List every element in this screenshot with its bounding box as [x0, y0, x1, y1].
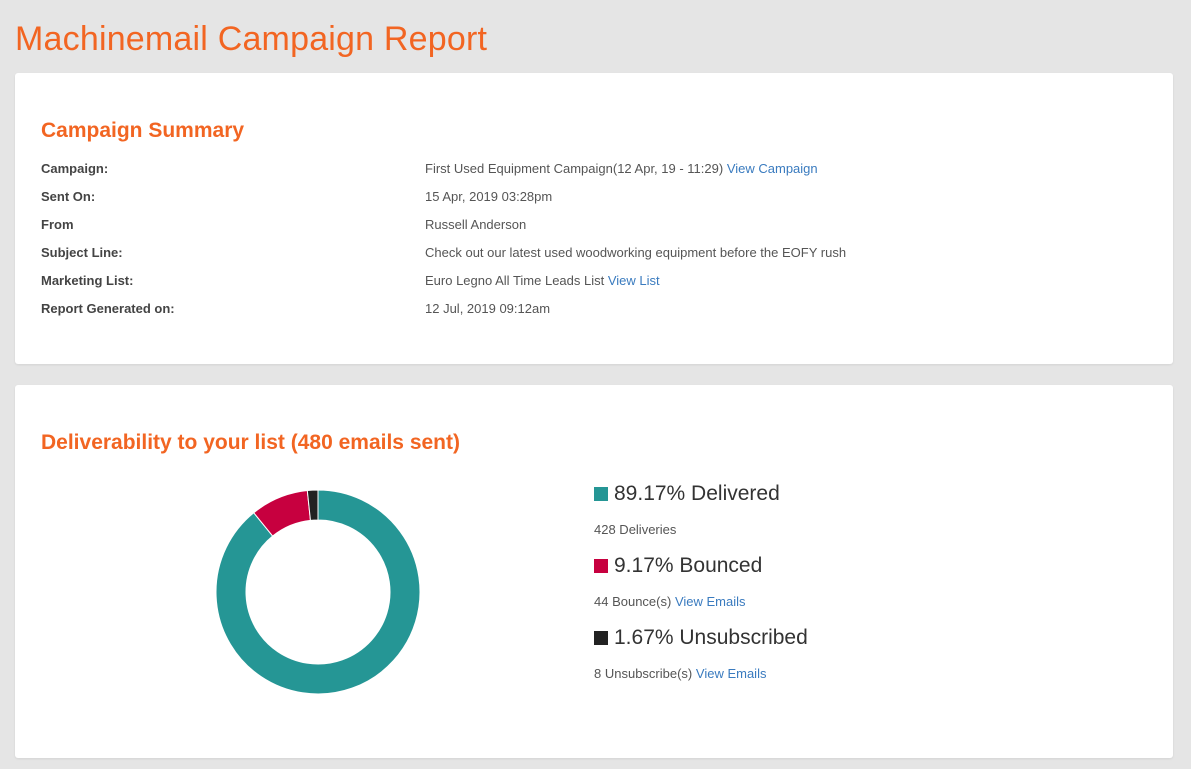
campaign-name: First Used Equipment Campaign(12 Apr, 19… — [425, 161, 724, 176]
legend-delivered: 89.17% Delivered — [594, 482, 780, 506]
legend-sub-unsubscribed: 8 Unsubscribe(s) View Emails — [594, 665, 766, 683]
deliverability-title: Deliverability to your list (480 emails … — [41, 431, 460, 454]
legend-label: 89.17% Delivered — [614, 482, 780, 505]
legend-label: 9.17% Bounced — [614, 554, 763, 577]
summary-label: Marketing List: — [41, 273, 134, 288]
legend-sub-delivered: 428 Deliveries — [594, 521, 676, 539]
summary-row-marketing-list: Marketing List: Euro Legno All Time Lead… — [41, 271, 1141, 291]
summary-value: Russell Anderson — [425, 217, 527, 232]
summary-row-subject: Subject Line: Check out our latest used … — [41, 243, 1141, 263]
summary-row-sent-on: Sent On: 15 Apr, 2019 03:28pm — [41, 187, 1141, 207]
legend-label: 1.67% Unsubscribed — [614, 626, 808, 649]
view-list-link[interactable]: View List — [607, 273, 660, 288]
summary-value: Euro Legno All Time Leads List View List — [425, 271, 660, 291]
deliverability-card: Deliverability to your list (480 emails … — [15, 385, 1173, 758]
legend-swatch-delivered — [594, 487, 608, 501]
summary-label: Subject Line: — [41, 245, 123, 260]
summary-value: 15 Apr, 2019 03:28pm — [425, 189, 553, 204]
legend-bounced: 9.17% Bounced — [594, 554, 762, 578]
legend-unsubscribed: 1.67% Unsubscribed — [594, 626, 808, 650]
view-bounced-emails-link[interactable]: View Emails — [674, 594, 746, 609]
legend-swatch-unsubscribed — [594, 631, 608, 645]
campaign-summary-title: Campaign Summary — [41, 119, 245, 142]
view-unsubscribed-emails-link[interactable]: View Emails — [695, 666, 767, 681]
campaign-summary-card: Campaign Summary Campaign: First Used Eq… — [15, 73, 1173, 364]
summary-value: 12 Jul, 2019 09:12am — [425, 301, 551, 316]
summary-row-from: From Russell Anderson — [41, 215, 1141, 235]
summary-label: From — [41, 217, 74, 232]
deliverability-donut-chart — [215, 489, 421, 695]
bounces-count: 44 Bounce(s) — [594, 594, 672, 609]
unsubscribes-count: 8 Unsubscribe(s) — [594, 666, 693, 681]
summary-value: Check out our latest used woodworking eq… — [425, 245, 847, 260]
donut-slice-delivered — [215, 489, 421, 695]
summary-label: Campaign: — [41, 161, 109, 176]
legend-swatch-bounced — [594, 559, 608, 573]
page-title: Machinemail Campaign Report — [15, 20, 488, 58]
summary-value: First Used Equipment Campaign(12 Apr, 19… — [425, 159, 818, 179]
deliveries-count: 428 Deliveries — [594, 522, 677, 537]
view-campaign-link[interactable]: View Campaign — [726, 161, 818, 176]
summary-label: Report Generated on: — [41, 301, 175, 316]
summary-row-report-generated: Report Generated on: 12 Jul, 2019 09:12a… — [41, 299, 1141, 319]
donut-slice-unsubscribed — [306, 489, 319, 521]
marketing-list-name: Euro Legno All Time Leads List — [425, 273, 605, 288]
summary-row-campaign: Campaign: First Used Equipment Campaign(… — [41, 159, 1141, 179]
summary-label: Sent On: — [41, 189, 96, 204]
legend-sub-bounced: 44 Bounce(s) View Emails — [594, 593, 746, 611]
